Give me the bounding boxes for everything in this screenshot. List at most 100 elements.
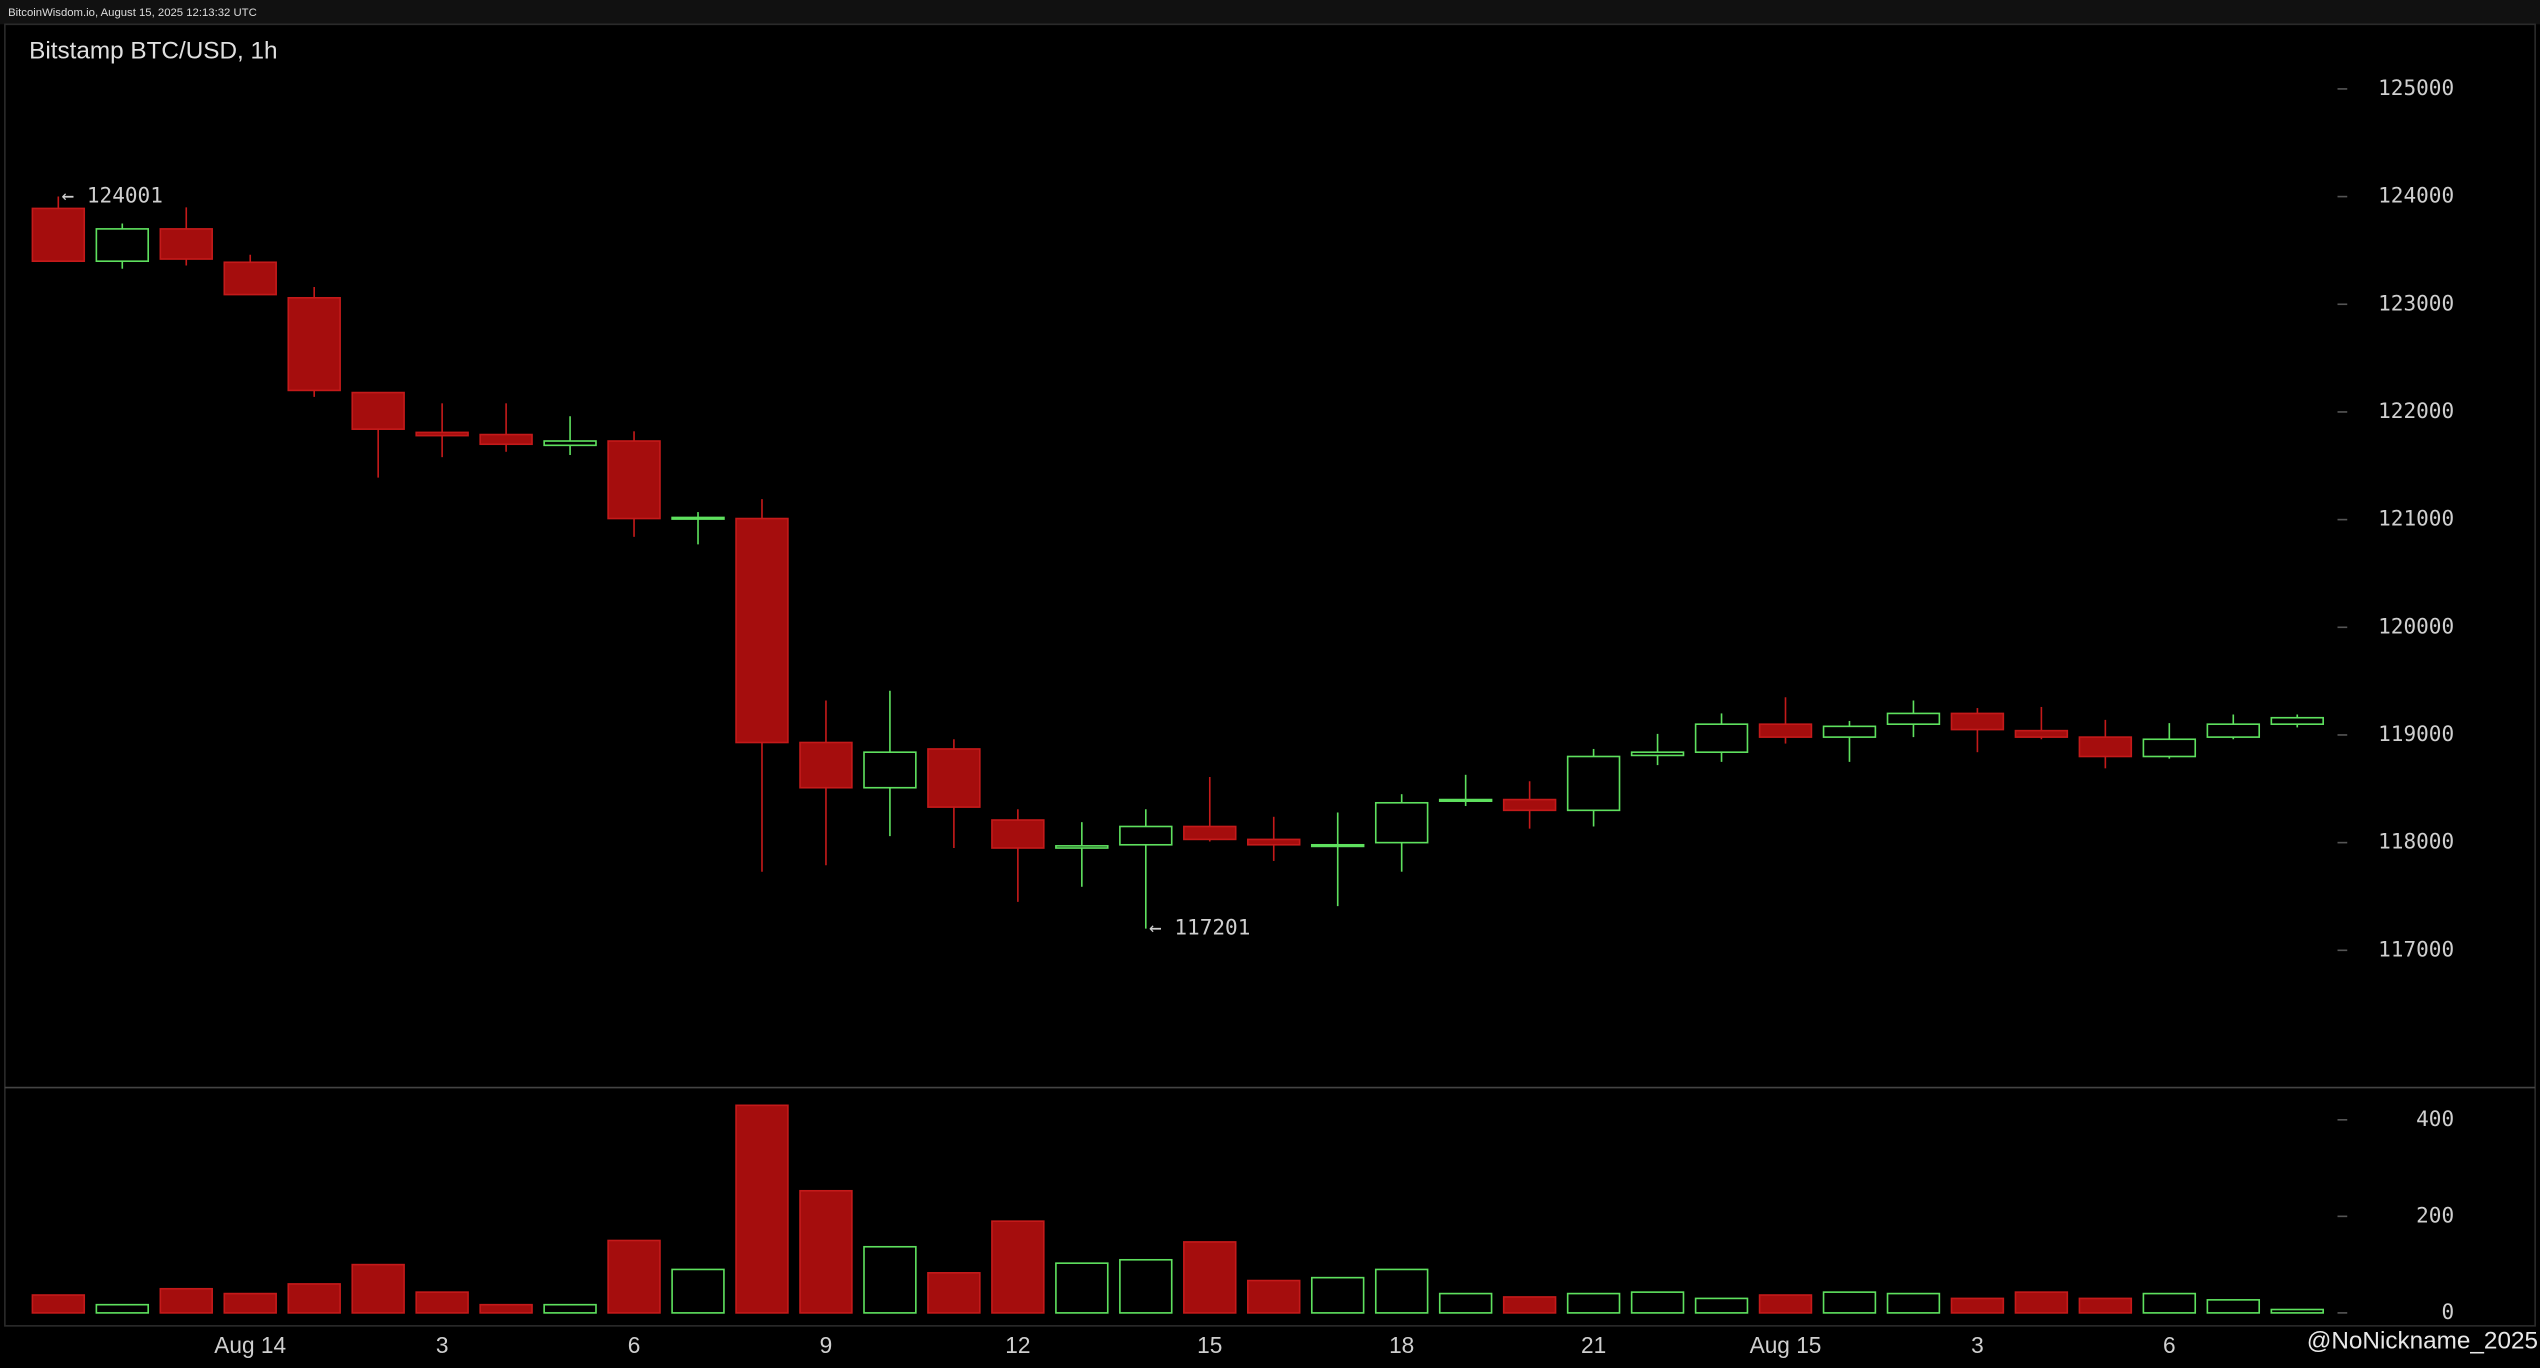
- volume-bar: [415, 1291, 469, 1314]
- plot-area: 1170001180001190001200001210001220001230…: [31, 75, 2454, 1358]
- annotation: ← 124001: [62, 182, 163, 207]
- candle-body: [2142, 738, 2197, 758]
- candle-body: [1247, 838, 1301, 846]
- candle-body: [735, 517, 789, 744]
- candle-body: [287, 296, 341, 392]
- volume-bar: [1630, 1291, 1685, 1314]
- volume-bar: [735, 1104, 789, 1314]
- candle-body: [31, 207, 86, 263]
- candle-body: [415, 431, 469, 437]
- volume-bar: [2270, 1308, 2324, 1314]
- candle-body: [1374, 801, 1429, 844]
- volume-bar: [1886, 1292, 1941, 1314]
- candle-body: [607, 440, 661, 520]
- volume-bar: [1566, 1292, 1621, 1314]
- candle-body: [543, 440, 597, 447]
- candle-body: [2078, 736, 2133, 758]
- volume-bar: [863, 1245, 917, 1314]
- volume-bar: [31, 1294, 86, 1314]
- annotation: ← 117201: [1149, 915, 1250, 940]
- volume-bar: [159, 1287, 213, 1314]
- volume-tick-label: 0: [2441, 1299, 2454, 1324]
- volume-bar: [1055, 1262, 1109, 1314]
- candle-body: [1886, 712, 1941, 725]
- x-tick-label: Aug 14: [214, 1332, 286, 1358]
- candle-body: [927, 748, 981, 808]
- candle-body: [223, 261, 277, 296]
- x-tick-label: 3: [1971, 1332, 1984, 1358]
- candle-body: [479, 433, 533, 446]
- candle-body: [671, 516, 725, 520]
- candle-body: [1758, 723, 1813, 738]
- candle-body: [95, 228, 150, 263]
- x-tick-label: 15: [1197, 1332, 1222, 1358]
- x-tick-label: 9: [820, 1332, 833, 1358]
- volume-bar: [1310, 1276, 1365, 1314]
- candle-body: [159, 228, 213, 260]
- volume-bar: [1694, 1297, 1749, 1314]
- candle-body: [799, 741, 853, 789]
- candle-body: [1694, 723, 1749, 753]
- volume-bar: [351, 1263, 405, 1314]
- chart-title: Bitstamp BTC/USD, 1h: [29, 37, 277, 64]
- y-tick-label: 117000: [2378, 936, 2454, 961]
- volume-bar: [95, 1303, 150, 1314]
- volume-bar: [1247, 1279, 1301, 1314]
- volume-bar: [479, 1303, 533, 1314]
- volume-bar: [1438, 1292, 1493, 1314]
- candle-body: [2014, 729, 2069, 738]
- candle-body: [1502, 798, 1557, 812]
- candle-body: [2270, 716, 2324, 725]
- volume-bar: [287, 1283, 341, 1314]
- x-tick-label: 6: [628, 1332, 641, 1358]
- volume-bar: [2206, 1299, 2261, 1314]
- volume-bar: [1502, 1296, 1557, 1314]
- volume-bar: [1119, 1258, 1173, 1314]
- x-tick-label: 21: [1581, 1332, 1606, 1358]
- frame: [4, 23, 2536, 1327]
- volume-bar: [1374, 1268, 1429, 1314]
- candle-body: [1822, 725, 1877, 738]
- volume-bar: [607, 1239, 661, 1314]
- x-tick-label: Aug 15: [1750, 1332, 1822, 1358]
- header: BitcoinWisdom.io, August 15, 2025 12:13:…: [8, 7, 257, 19]
- volume-bar: [1822, 1291, 1877, 1314]
- volume-bar: [991, 1220, 1045, 1314]
- y-tick-label: 120000: [2378, 613, 2454, 638]
- volume-tick-label: 400: [2416, 1106, 2454, 1131]
- candle-body: [863, 751, 917, 789]
- x-tick-label: 18: [1389, 1332, 1414, 1358]
- volume-bar: [223, 1292, 277, 1314]
- volume-bar: [1950, 1297, 2005, 1314]
- volume-bar: [671, 1268, 725, 1314]
- candle-body: [1310, 843, 1365, 848]
- volume-bar: [2014, 1291, 2069, 1314]
- candle-body: [1119, 825, 1173, 846]
- watermark: @NoNickname_2025: [2307, 1327, 2538, 1354]
- candle-body: [1630, 751, 1685, 757]
- y-tick-label: 122000: [2378, 398, 2454, 423]
- x-tick-label: 6: [2163, 1332, 2176, 1358]
- volume-bar: [799, 1189, 853, 1314]
- x-tick-label: 12: [1005, 1332, 1030, 1358]
- y-tick-label: 121000: [2378, 506, 2454, 531]
- volume-bar: [2078, 1297, 2133, 1314]
- candle-body: [351, 391, 405, 430]
- candle-body: [1950, 712, 2005, 731]
- y-tick-label: 123000: [2378, 290, 2454, 315]
- volume-bar: [1758, 1294, 1813, 1314]
- volume-bar: [1183, 1241, 1237, 1314]
- candle-body: [1055, 845, 1109, 849]
- y-tick-label: 125000: [2378, 75, 2454, 100]
- header-bar: [0, 0, 2540, 25]
- candle-body: [1566, 755, 1621, 812]
- candle-body: [1183, 825, 1237, 841]
- y-tick-label: 119000: [2378, 721, 2454, 746]
- volume-tick-label: 200: [2416, 1202, 2454, 1227]
- candle-body: [2206, 723, 2261, 738]
- volume-bar: [543, 1303, 597, 1314]
- x-tick-label: 3: [436, 1332, 449, 1358]
